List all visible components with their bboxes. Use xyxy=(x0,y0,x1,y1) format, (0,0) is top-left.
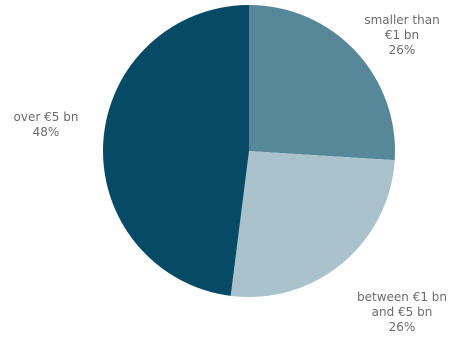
slice-category-label: €1 bn xyxy=(385,28,419,42)
slice-label-1: between €1 bn and €5 bn 26% xyxy=(357,290,447,334)
slice-category-label: and €5 bn xyxy=(372,305,433,319)
slice-percent-label: 26% xyxy=(389,43,416,57)
slice-category-label: between €1 bn xyxy=(357,290,447,304)
pie-slice-0 xyxy=(249,5,395,161)
slice-category-label: smaller than xyxy=(364,13,439,27)
pie-slice-2 xyxy=(102,5,250,296)
slice-percent-label: 48% xyxy=(33,125,60,139)
slice-label-2: over €5 bn 48% xyxy=(14,110,79,139)
slice-percent-label: 26% xyxy=(389,320,416,334)
slice-label-0: smaller than €1 bn 26% xyxy=(364,13,439,57)
pie-slice-1 xyxy=(230,151,395,298)
slice-category-label: over €5 bn xyxy=(14,110,79,124)
